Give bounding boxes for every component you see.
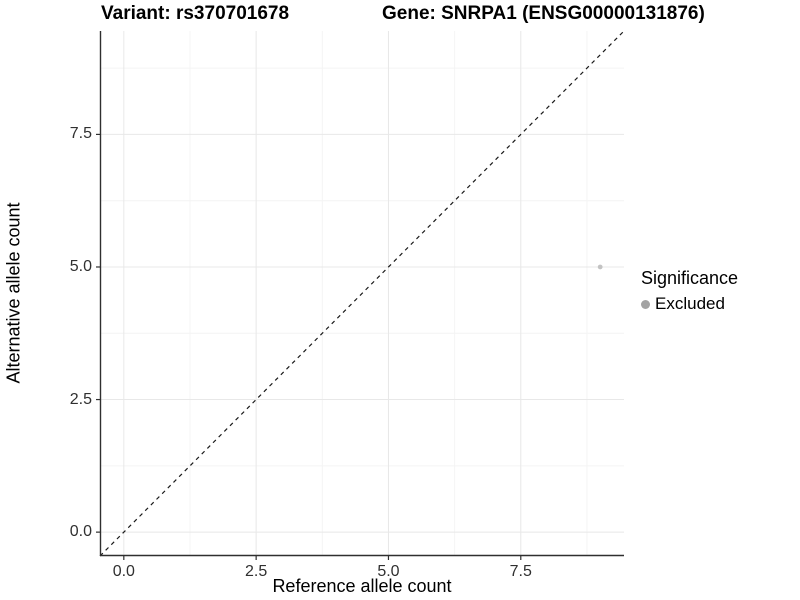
y-tick-label: 7.5 <box>69 125 92 143</box>
data-point <box>597 264 603 270</box>
x-tick-label: 2.5 <box>245 563 268 580</box>
legend-entry-excluded: Excluded <box>641 294 738 314</box>
y-tick-label: 2.5 <box>69 390 92 408</box>
x-tick-label: 7.5 <box>509 563 532 580</box>
legend: Significance Excluded <box>641 268 738 314</box>
legend-title: Significance <box>641 268 739 288</box>
y-tick-label: 5.0 <box>69 257 92 275</box>
plot-title-gene: Gene: SNRPA1 (ENSG00000131876) <box>382 3 705 24</box>
x-tick-label: 0.0 <box>112 563 135 580</box>
x-tick-label: 5.0 <box>377 563 400 580</box>
y-tick-label: 0.0 <box>69 523 92 541</box>
y-axis-title: Alternative allele count <box>3 202 24 384</box>
plot-canvas <box>96 30 625 560</box>
identity-dashed-line <box>99 30 625 557</box>
legend-entry-label: Excluded <box>655 294 725 313</box>
plot-panel <box>96 30 625 560</box>
legend-point-icon <box>641 299 650 309</box>
x-axis-title: Reference allele count <box>272 576 452 596</box>
plot-title-variant: Variant: rs370701678 <box>101 3 290 24</box>
